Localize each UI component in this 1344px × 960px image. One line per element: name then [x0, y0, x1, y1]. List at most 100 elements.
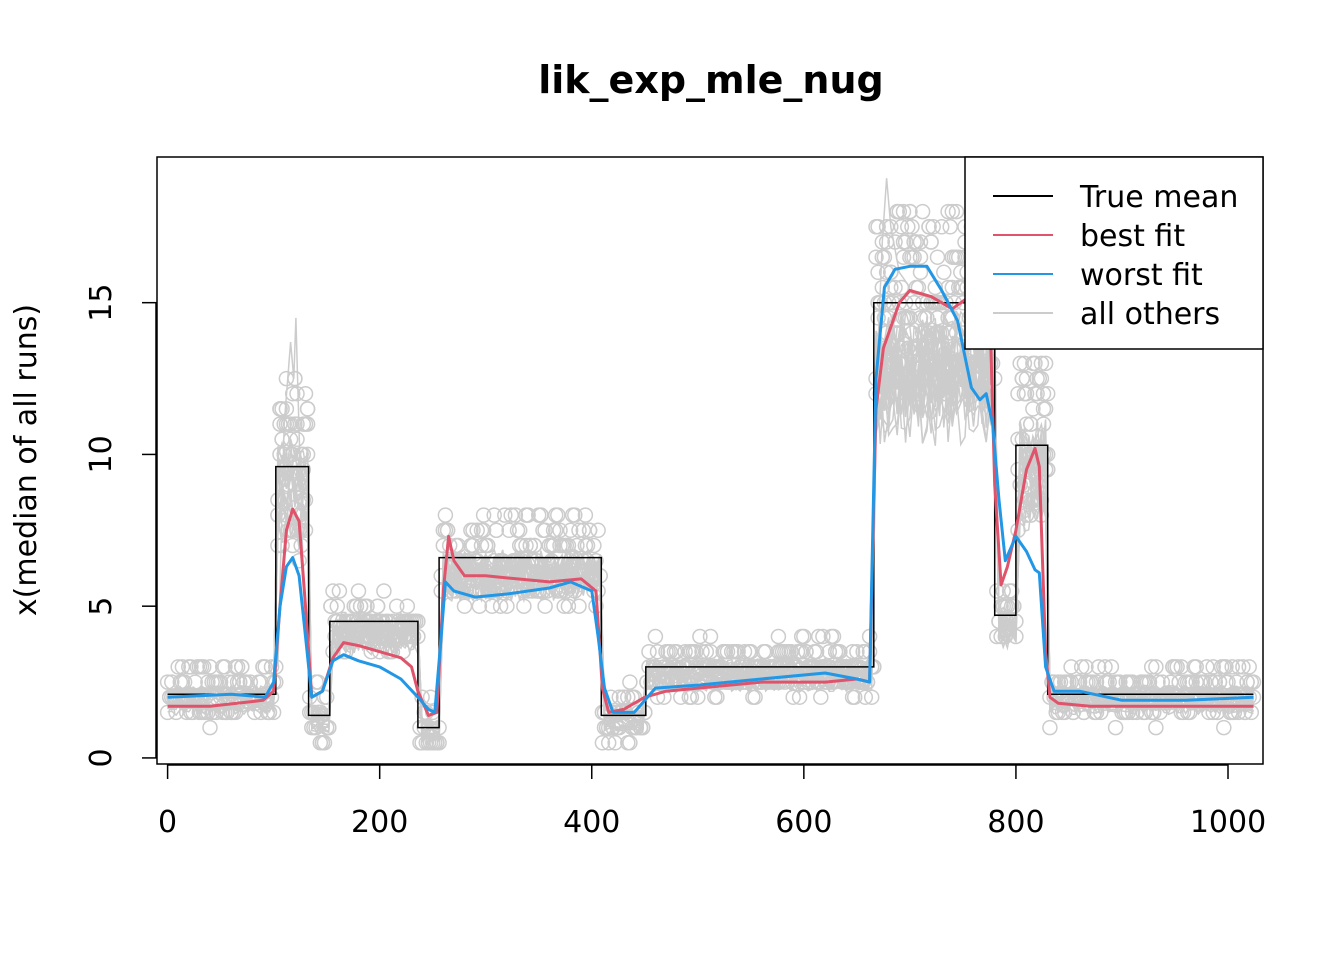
other-run-point [545, 537, 562, 554]
other-run-point [813, 689, 829, 705]
other-run-point [484, 598, 500, 614]
other-run-point [176, 674, 193, 690]
other-run-point [327, 628, 343, 645]
other-run-point [299, 416, 316, 432]
other-run-point [1245, 674, 1262, 690]
other-run-point [399, 598, 416, 614]
other-run-point [287, 477, 303, 493]
other-run-point [276, 461, 292, 478]
other-run-point [465, 522, 481, 539]
other-run-point [825, 628, 842, 645]
other-run-point [702, 643, 719, 660]
other-run-point [577, 507, 594, 523]
other-run-point [944, 279, 961, 296]
other-run-point [471, 598, 488, 614]
other-run-point [736, 643, 753, 660]
other-run-point [993, 628, 1009, 645]
other-run-point [376, 583, 392, 599]
other-run-point [1101, 674, 1117, 690]
other-run-point [793, 643, 810, 660]
other-run-point [880, 370, 897, 387]
other-run-point [331, 583, 348, 599]
other-run-point [1207, 674, 1224, 690]
other-run-point [931, 355, 948, 372]
other-run-point [516, 598, 532, 614]
other-run-point [1228, 674, 1245, 690]
other-run-point [953, 370, 969, 387]
other-run-point [989, 628, 1005, 645]
other-run-point [202, 719, 218, 736]
other-run-point [938, 370, 954, 387]
other-run-point [730, 643, 746, 660]
other-run-point [382, 628, 399, 645]
other-run-point [480, 537, 496, 554]
other-run-point [361, 628, 377, 645]
other-run-point [999, 598, 1016, 614]
other-run-point [234, 659, 250, 675]
other-run-point [581, 522, 598, 539]
other-run-point [569, 552, 585, 569]
other-run-point [1150, 674, 1166, 690]
other-run-point [497, 507, 513, 523]
other-run-point [552, 522, 568, 539]
other-run-point [821, 643, 838, 660]
other-run-point [490, 583, 507, 599]
other-run-point [1184, 674, 1200, 690]
other-run-point [878, 234, 895, 250]
other-run-point [229, 659, 246, 675]
other-run-point [272, 416, 288, 432]
other-run-point [904, 219, 920, 235]
other-run-point [448, 583, 464, 599]
other-run-point [649, 689, 666, 705]
other-run-point [1201, 689, 1217, 705]
other-run-point [1050, 704, 1067, 721]
other-run-point [747, 689, 763, 705]
other-run-point [312, 704, 329, 721]
other-run-point [702, 628, 719, 645]
other-run-point [908, 340, 924, 356]
other-run-point [607, 735, 623, 751]
other-run-point [579, 552, 596, 569]
other-run-point [289, 416, 305, 432]
other-run-point [649, 643, 666, 660]
other-run-point [914, 203, 931, 220]
other-run-point [1012, 355, 1028, 372]
other-run-point [757, 643, 774, 660]
other-run-point [783, 643, 799, 660]
other-run-point [600, 719, 617, 736]
other-run-point [560, 537, 577, 554]
other-run-point [1016, 492, 1033, 508]
other-run-point [1090, 659, 1107, 675]
other-run-point [195, 659, 212, 675]
y-tick-label: 10 [84, 435, 119, 473]
other-run-point [526, 537, 543, 554]
other-run-point [844, 643, 861, 660]
other-run-point [885, 385, 901, 402]
other-run-point [1162, 674, 1179, 690]
other-run-point [1035, 416, 1052, 432]
other-run-point [499, 583, 515, 599]
other-run-point [1148, 659, 1164, 675]
other-run-point [1014, 431, 1031, 448]
other-run-point [791, 689, 808, 705]
other-run-point [501, 522, 517, 539]
other-run-point [265, 704, 282, 721]
other-run-point [221, 674, 237, 690]
other-run-point [276, 492, 292, 508]
other-run-point [584, 568, 600, 584]
other-run-point [687, 643, 704, 660]
other-run-point [1230, 659, 1247, 675]
other-run-point [842, 674, 859, 690]
other-run-point [550, 507, 566, 523]
other-run-point [1203, 674, 1219, 690]
other-run-point [393, 628, 409, 645]
other-run-point [486, 507, 502, 523]
other-run-point [1103, 659, 1120, 675]
other-run-point [306, 704, 322, 721]
other-run-point [1196, 674, 1213, 690]
other-run-point [284, 385, 301, 402]
other-run-point [514, 537, 530, 554]
other-run-point [1014, 370, 1031, 387]
other-run-point [902, 203, 918, 220]
other-run-point [350, 583, 367, 599]
